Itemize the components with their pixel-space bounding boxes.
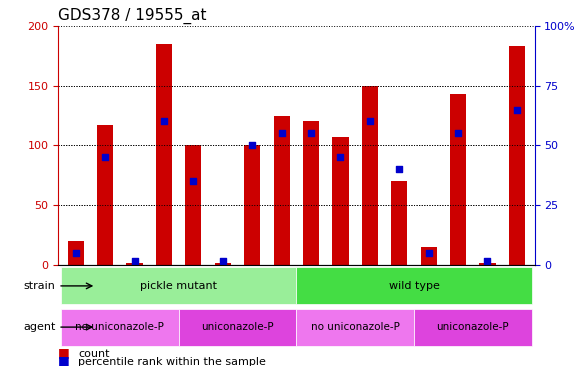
- Text: percentile rank within the sample: percentile rank within the sample: [78, 357, 266, 366]
- Bar: [97, 125, 113, 265]
- Text: uniconazole-P: uniconazole-P: [201, 322, 274, 332]
- Point: [189, 179, 198, 184]
- Point: [483, 258, 492, 264]
- Text: wild type: wild type: [389, 281, 439, 291]
- Point: [101, 154, 110, 160]
- Bar: [274, 116, 290, 265]
- Point: [365, 119, 375, 124]
- Point: [424, 250, 433, 256]
- FancyBboxPatch shape: [296, 268, 532, 305]
- Bar: [509, 46, 525, 265]
- Text: pickle mutant: pickle mutant: [140, 281, 217, 291]
- Text: no uniconazole-P: no uniconazole-P: [311, 322, 400, 332]
- Point: [71, 250, 80, 256]
- Point: [512, 107, 522, 112]
- Bar: [215, 263, 231, 265]
- Point: [453, 131, 462, 137]
- FancyBboxPatch shape: [179, 309, 296, 346]
- Point: [130, 258, 139, 264]
- Point: [306, 131, 315, 137]
- Point: [218, 258, 227, 264]
- Point: [277, 131, 286, 137]
- Text: no uniconazole-P: no uniconazole-P: [76, 322, 164, 332]
- Bar: [156, 44, 172, 265]
- Y-axis label: strain: strain: [23, 281, 55, 291]
- Bar: [244, 145, 260, 265]
- Text: GDS378 / 19555_at: GDS378 / 19555_at: [58, 8, 207, 24]
- FancyBboxPatch shape: [61, 268, 296, 305]
- Bar: [332, 137, 349, 265]
- FancyBboxPatch shape: [414, 309, 532, 346]
- Bar: [127, 263, 143, 265]
- Text: uniconazole-P: uniconazole-P: [436, 322, 509, 332]
- Bar: [421, 247, 437, 265]
- Bar: [67, 241, 84, 265]
- Point: [159, 119, 168, 124]
- Point: [336, 154, 345, 160]
- Text: ■: ■: [58, 346, 70, 359]
- Bar: [479, 263, 496, 265]
- Text: count: count: [78, 349, 110, 359]
- Point: [394, 167, 404, 172]
- Bar: [362, 86, 378, 265]
- Bar: [185, 145, 202, 265]
- Text: ■: ■: [58, 354, 70, 366]
- Point: [248, 142, 257, 148]
- Bar: [303, 122, 319, 265]
- FancyBboxPatch shape: [61, 309, 179, 346]
- Bar: [391, 182, 407, 265]
- FancyBboxPatch shape: [296, 309, 414, 346]
- Bar: [450, 94, 466, 265]
- Y-axis label: agent: agent: [23, 322, 55, 332]
